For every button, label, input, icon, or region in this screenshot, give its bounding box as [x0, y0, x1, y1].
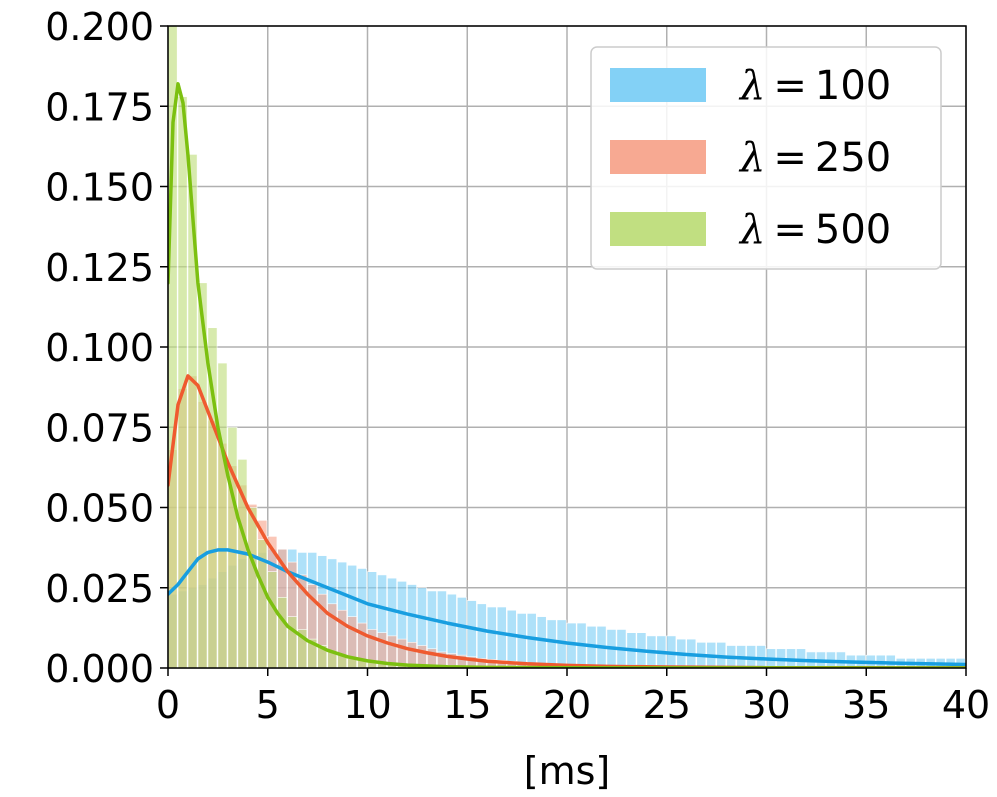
y-tick-label: 0.175 [45, 85, 154, 129]
density-curve-250 [168, 374, 966, 668]
x-tick-label: 15 [443, 683, 491, 727]
y-tick-label: 0.100 [45, 326, 154, 370]
legend-equals: = [773, 207, 807, 253]
histogram-bar [427, 590, 437, 668]
legend-entry: λ = 100 [738, 63, 891, 109]
histogram-bar [247, 507, 258, 668]
histogram-bar [217, 362, 228, 668]
legend-value: 250 [815, 135, 891, 181]
legend-value: 100 [815, 63, 891, 109]
histogram-bar [377, 632, 387, 668]
x-axis-label: [ms] [524, 749, 610, 793]
histogram-bar [546, 619, 557, 668]
histogram-bar [526, 613, 537, 668]
histogram-bar [437, 590, 447, 668]
x-axis-ticks: 0 5 10 15 20 25 30 35 40 [156, 668, 990, 727]
legend-lambda-symbol: λ [738, 135, 765, 181]
legend-swatch [610, 140, 706, 174]
histogram-bar [516, 613, 527, 668]
histogram-bar [277, 597, 288, 668]
y-tick-label: 0.200 [45, 5, 154, 49]
x-tick-label: 25 [643, 683, 691, 727]
x-tick-label: 40 [942, 683, 990, 727]
legend-lambda-symbol: λ [738, 63, 765, 109]
y-tick-label: 0.050 [45, 487, 154, 531]
histogram-bar [417, 587, 427, 668]
x-tick-label: 10 [343, 683, 391, 727]
histogram-bar [506, 609, 517, 668]
density-curve-500 [168, 82, 966, 668]
x-tick-label: 20 [543, 683, 591, 727]
y-tick-label: 0.125 [45, 246, 154, 290]
legend-equals: = [773, 135, 807, 181]
x-tick-label: 5 [256, 683, 280, 727]
histogram-bar [237, 459, 248, 668]
histogram-bar [287, 616, 298, 668]
histogram-bar [536, 616, 547, 668]
histogram-bar [756, 645, 767, 668]
histogram-bar [168, 26, 178, 668]
histogram-bar [397, 581, 407, 668]
legend-value: 500 [815, 207, 891, 253]
y-tick-label: 0.150 [45, 166, 154, 210]
x-tick-label: 30 [742, 683, 790, 727]
histogram-bar [317, 645, 328, 668]
x-tick-label: 35 [842, 683, 890, 727]
histogram-bar [417, 645, 427, 668]
density-curve-100 [168, 548, 966, 667]
histogram-bar [496, 606, 507, 668]
histogram-bar [466, 656, 477, 668]
histogram-bar [437, 651, 447, 668]
legend-swatch [610, 212, 706, 246]
legend-entry: λ = 250 [738, 135, 891, 181]
histogram-bar [486, 606, 497, 668]
y-tick-label: 0.000 [45, 647, 154, 691]
y-tick-label: 0.075 [45, 406, 154, 450]
legend-entry: λ = 500 [738, 207, 891, 253]
histogram-bar [456, 597, 467, 668]
histogram-bar [197, 282, 208, 668]
histogram-bar [267, 571, 278, 668]
histogram-bar [407, 642, 417, 668]
histogram-bar [796, 648, 806, 668]
histogram-bar [466, 600, 477, 668]
histogram-bar [367, 571, 377, 668]
histogram-bar [227, 426, 238, 668]
density-curves [168, 82, 966, 668]
histogram-bar [387, 635, 397, 668]
histogram-bar [347, 616, 358, 668]
histogram-bar [207, 327, 218, 668]
histogram-bar [287, 561, 298, 668]
histogram-bar [486, 659, 497, 668]
x-tick-label: 0 [156, 683, 180, 727]
legend-swatch [610, 68, 706, 102]
y-tick-label: 0.025 [45, 567, 154, 611]
legend-lambda-symbol: λ [738, 207, 765, 253]
legend-equals: = [773, 63, 807, 109]
y-axis-ticks: 0.000 0.025 0.050 0.075 0.100 0.125 0.150 0.175… [45, 5, 168, 691]
